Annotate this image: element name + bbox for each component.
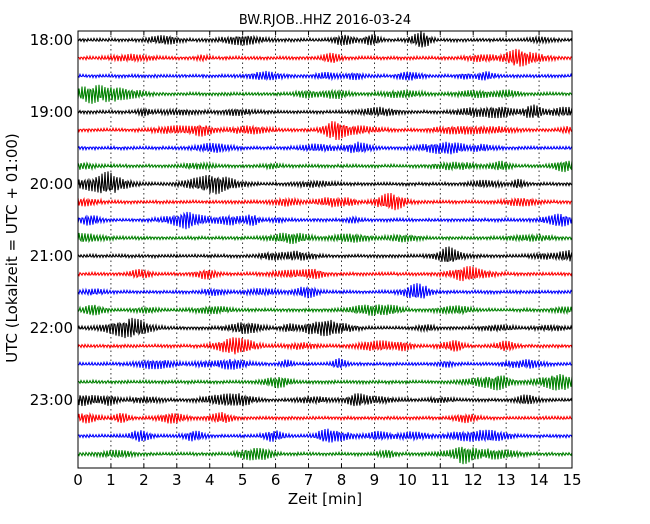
y-tick-label-1: 19:00 bbox=[30, 103, 73, 121]
trace-18 bbox=[77, 358, 573, 370]
trace-13 bbox=[77, 266, 573, 282]
x-tick-label-13: 13 bbox=[497, 471, 516, 489]
x-tick-label-14: 14 bbox=[530, 471, 549, 489]
trace-3 bbox=[77, 84, 573, 104]
y-tick-label-5: 23:00 bbox=[30, 391, 73, 409]
trace-6 bbox=[77, 141, 573, 155]
x-tick-label-3: 3 bbox=[172, 471, 182, 489]
trace-5 bbox=[77, 121, 573, 141]
trace-7 bbox=[77, 160, 573, 173]
trace-2 bbox=[77, 70, 573, 82]
trace-9 bbox=[77, 193, 573, 211]
trace-20 bbox=[77, 393, 573, 407]
trace-12 bbox=[77, 246, 573, 263]
x-tick-label-1: 1 bbox=[106, 471, 116, 489]
x-tick-label-12: 12 bbox=[464, 471, 483, 489]
x-axis-ticks: 0 1 2 3 4 5 6 7 8 9 10 11 12 13 14 15 bbox=[73, 31, 582, 489]
x-tick-label-8: 8 bbox=[337, 471, 347, 489]
x-tick-label-15: 15 bbox=[562, 471, 581, 489]
y-tick-label-4: 22:00 bbox=[30, 319, 73, 337]
trace-1 bbox=[77, 48, 573, 67]
trace-10 bbox=[77, 211, 573, 230]
x-tick-label-6: 6 bbox=[271, 471, 281, 489]
trace-4 bbox=[77, 104, 573, 119]
y-axis-label: UTC (Lokalzeit = UTC + 01:00) bbox=[3, 133, 21, 363]
x-tick-label-7: 7 bbox=[304, 471, 314, 489]
trace-15 bbox=[77, 304, 573, 316]
trace-16 bbox=[77, 317, 573, 339]
trace-17 bbox=[77, 337, 573, 355]
plot-frame bbox=[77, 30, 573, 469]
trace-14 bbox=[77, 283, 573, 299]
x-axis-label: Zeit [min] bbox=[288, 490, 362, 508]
y-axis-ticks: 18:00 19:00 20:00 21:00 22:00 23:00 bbox=[30, 31, 572, 409]
trace-22 bbox=[77, 428, 573, 443]
trace-0 bbox=[77, 31, 573, 48]
y-tick-label-0: 18:00 bbox=[30, 31, 73, 49]
trace-23 bbox=[77, 446, 573, 465]
x-tick-label-0: 0 bbox=[73, 471, 83, 489]
trace-21 bbox=[77, 411, 573, 424]
y-tick-label-2: 20:00 bbox=[30, 175, 73, 193]
trace-19 bbox=[77, 373, 573, 391]
x-tick-label-5: 5 bbox=[238, 471, 248, 489]
x-tick-label-2: 2 bbox=[139, 471, 149, 489]
x-tick-label-11: 11 bbox=[431, 471, 450, 489]
x-tick-label-9: 9 bbox=[370, 471, 380, 489]
y-tick-label-3: 21:00 bbox=[30, 247, 73, 265]
seismogram-traces bbox=[77, 31, 573, 465]
trace-8 bbox=[77, 171, 573, 195]
chart-title: BW.RJOB..HHZ 2016-03-24 bbox=[239, 13, 411, 28]
trace-11 bbox=[77, 232, 573, 244]
grid-lines bbox=[110, 31, 540, 468]
x-tick-label-4: 4 bbox=[205, 471, 215, 489]
x-tick-label-10: 10 bbox=[398, 471, 417, 489]
